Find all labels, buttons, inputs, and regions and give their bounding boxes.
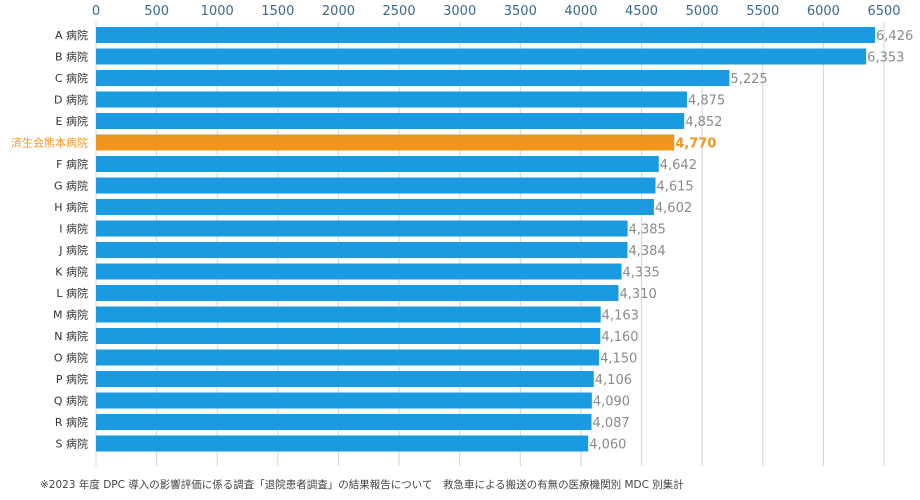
bar (96, 156, 659, 172)
x-tick-label: 3000 (443, 4, 476, 19)
category-label: J 病院 (58, 243, 88, 257)
category-label: H 病院 (54, 200, 88, 214)
value-label: 4,335 (623, 266, 660, 281)
x-tick-label: 4500 (625, 4, 658, 19)
value-label: 4,310 (620, 287, 657, 302)
bar (96, 414, 592, 430)
value-label: 6,353 (867, 51, 904, 66)
value-label: 4,163 (602, 309, 639, 324)
bar (96, 70, 730, 86)
value-label: 5,225 (730, 72, 767, 87)
x-tick-label: 1000 (201, 4, 234, 19)
bar (96, 220, 628, 237)
category-label: Q 病院 (54, 394, 88, 408)
value-label: 4,770 (675, 137, 716, 152)
bar (96, 371, 594, 387)
value-label: 4,087 (592, 416, 629, 431)
footnote: ※2023 年度 DPC 導入の影響評価に係る調査「退院患者調査」の結果報告につ… (40, 478, 684, 491)
x-tick-label: 3500 (504, 4, 537, 19)
category-label: B 病院 (55, 50, 88, 64)
x-tick-label: 4000 (564, 4, 597, 19)
value-label: 4,090 (593, 395, 630, 410)
value-label: 4,875 (688, 94, 725, 109)
bar (96, 91, 687, 108)
bars (96, 27, 876, 452)
x-tick-label: 5000 (686, 4, 719, 19)
value-label: 4,385 (629, 223, 666, 238)
x-tick-label: 5500 (746, 4, 779, 19)
category-label: A 病院 (55, 28, 88, 42)
bar (96, 113, 685, 129)
bar (96, 349, 600, 366)
category-label: R 病院 (55, 415, 88, 429)
bar-highlight (96, 134, 675, 151)
value-label: 4,060 (589, 438, 626, 453)
category-label: S 病院 (56, 437, 88, 451)
bar (96, 435, 589, 452)
bar (96, 242, 628, 258)
value-label: 6,426 (876, 29, 913, 44)
bar (96, 328, 601, 344)
category-label: 済生会熊本病院 (11, 136, 88, 150)
value-label: 4,106 (595, 373, 632, 388)
category-label: O 病院 (54, 351, 88, 365)
x-tick-label: 2500 (383, 4, 416, 19)
x-tick-label: 6000 (807, 4, 840, 19)
bar (96, 306, 601, 323)
bar (96, 199, 654, 215)
bar (96, 48, 867, 65)
value-label: 4,602 (655, 201, 692, 216)
x-tick-label: 1500 (261, 4, 294, 19)
bar (96, 392, 592, 409)
value-labels: 6,426 6,353 5,225 4,875 4,852 4,770 4,642 4,615… (589, 29, 913, 453)
category-label: P 病院 (56, 372, 88, 386)
bar (96, 177, 656, 194)
category-label: E 病院 (56, 114, 88, 128)
value-label: 4,852 (685, 115, 722, 130)
category-label: I 病院 (59, 222, 88, 236)
x-tick-label: 6500 (867, 4, 900, 19)
x-axis-ticks: 0 500 1000 1500 2000 2500 3000 3500 4000 4500 5000… (92, 4, 901, 19)
value-label: 4,160 (601, 330, 638, 345)
category-label: C 病院 (55, 71, 88, 85)
x-tick-label: 500 (144, 4, 169, 19)
value-label: 4,384 (628, 244, 665, 259)
category-label: F 病院 (56, 157, 88, 171)
value-label: 4,642 (660, 158, 697, 173)
x-tick-label: 0 (92, 4, 100, 19)
category-label: N 病院 (54, 329, 88, 343)
value-label: 4,150 (600, 352, 637, 367)
x-tick-label: 2000 (322, 4, 355, 19)
category-label: G 病院 (54, 179, 88, 193)
bar (96, 27, 876, 43)
category-label: D 病院 (54, 93, 88, 107)
category-label: L 病院 (56, 286, 88, 300)
bar (96, 263, 622, 280)
bar (96, 285, 619, 301)
category-label: K 病院 (55, 265, 88, 279)
value-label: 4,615 (656, 180, 693, 195)
category-label: M 病院 (53, 308, 88, 322)
